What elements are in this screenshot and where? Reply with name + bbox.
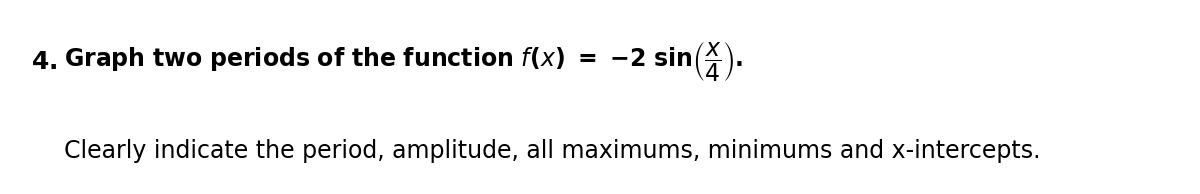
Text: $\mathbf{Graph\ two\ periods\ of\ the\ function}\ $$\mathit{f}\mathbf{(}\mathit{: $\mathbf{Graph\ two\ periods\ of\ the\ f… [64,40,743,84]
Text: $\mathbf{4.}$: $\mathbf{4.}$ [31,50,58,74]
Text: Clearly indicate the period, amplitude, all maximums, minimums and x-intercepts.: Clearly indicate the period, amplitude, … [64,139,1040,163]
